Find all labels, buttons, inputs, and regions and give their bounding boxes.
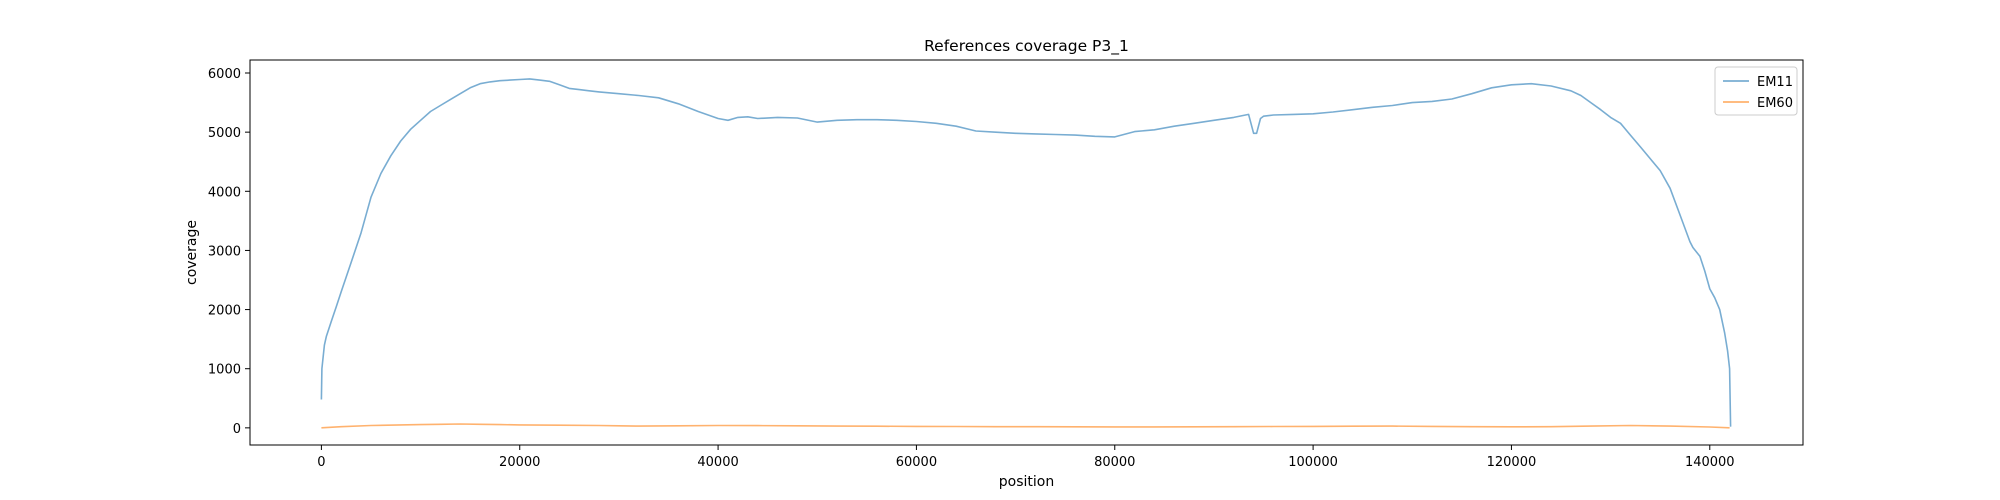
y-tick-label: 0 bbox=[233, 422, 241, 437]
y-tick-label: 3000 bbox=[208, 244, 241, 259]
plot-frame bbox=[249, 59, 1804, 446]
y-axis-ticks: 0 1000 2000 3000 4000 5000 6000 bbox=[208, 67, 250, 437]
x-tick-label: 80000 bbox=[1094, 455, 1135, 470]
legend-label: EM60 bbox=[1757, 96, 1793, 111]
x-tick-label: 100000 bbox=[1288, 455, 1338, 470]
series-line-em60 bbox=[321, 423, 1730, 429]
legend-box bbox=[1714, 66, 1798, 116]
x-tick-label: 140000 bbox=[1685, 455, 1735, 470]
y-axis-label: coverage bbox=[184, 220, 200, 285]
y-tick-label: 2000 bbox=[208, 304, 241, 319]
x-tick-label: 120000 bbox=[1487, 455, 1537, 470]
x-tick-label: 40000 bbox=[697, 455, 738, 470]
series-line-em11 bbox=[320, 78, 1732, 427]
x-tick-label: 0 bbox=[317, 455, 325, 470]
legend-label: EM11 bbox=[1757, 75, 1793, 90]
y-tick-label: 1000 bbox=[208, 363, 241, 378]
y-tick-label: 5000 bbox=[208, 126, 241, 141]
chart-title: References coverage P3_1 bbox=[924, 37, 1129, 56]
x-axis-ticks: 0 20000 40000 60000 80000 100000 120000 140000 bbox=[317, 445, 1735, 470]
series-layer bbox=[320, 78, 1732, 429]
y-tick-label: 6000 bbox=[208, 67, 241, 82]
x-axis-label: position bbox=[999, 474, 1054, 490]
y-tick-label: 4000 bbox=[208, 185, 241, 200]
legend: EM11 EM60 bbox=[1714, 66, 1798, 116]
x-tick-label: 20000 bbox=[499, 455, 540, 470]
x-tick-label: 60000 bbox=[896, 455, 937, 470]
